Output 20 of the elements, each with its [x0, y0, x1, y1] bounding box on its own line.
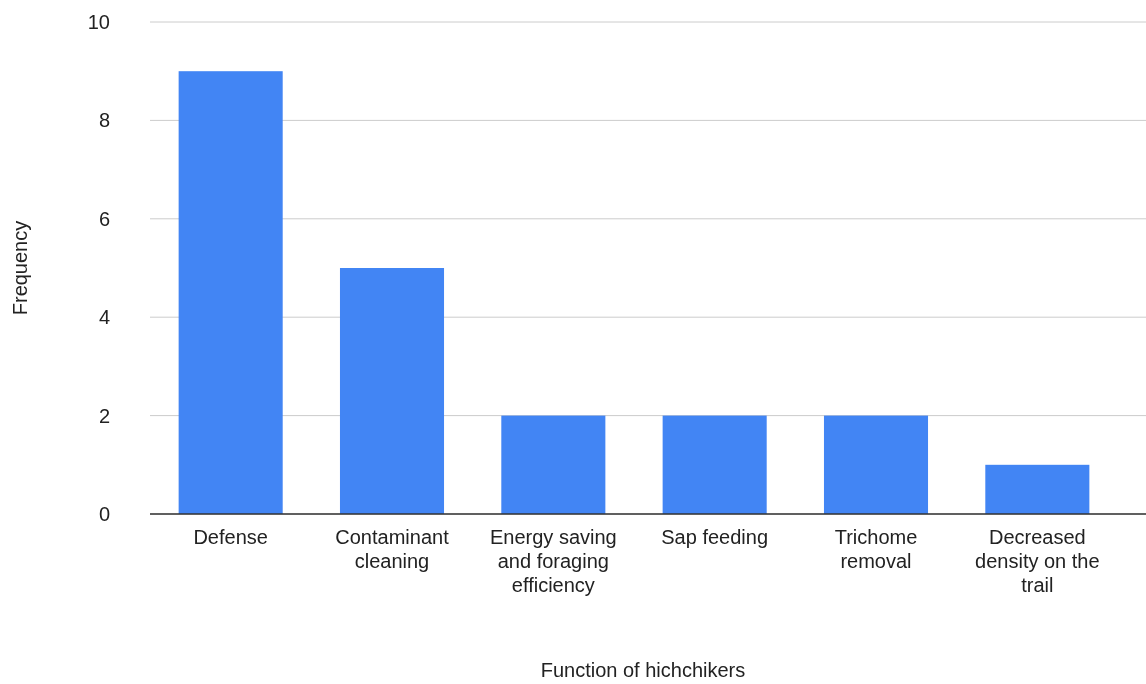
- y-tick-label: 0: [98, 503, 110, 525]
- x-tick-label: Sap feeding: [661, 526, 769, 548]
- y-tick-label: 8: [98, 109, 110, 132]
- x-axis-title: Function of hichchikers: [540, 659, 746, 681]
- y-tick-label: 2: [98, 404, 110, 427]
- y-tick-label: 4: [98, 306, 110, 329]
- x-tick-label: Trichome removal: [834, 526, 918, 572]
- x-tick-label: Energy saving and foraging efficiency: [489, 526, 617, 596]
- x-tick-label: Contaminant cleaning: [335, 526, 450, 572]
- bar: [178, 71, 283, 514]
- y-axis-title: Frequency: [9, 220, 31, 316]
- x-tick-label: Decreased density on the trail: [975, 526, 1100, 596]
- bar: [662, 415, 767, 514]
- y-tick-label: 6: [98, 207, 110, 230]
- y-tick-label: 10: [87, 11, 110, 33]
- bar: [501, 415, 606, 514]
- x-tick-label: Defense: [193, 526, 268, 548]
- bar: [823, 415, 929, 514]
- bar: [985, 464, 1090, 514]
- bar: [339, 268, 445, 514]
